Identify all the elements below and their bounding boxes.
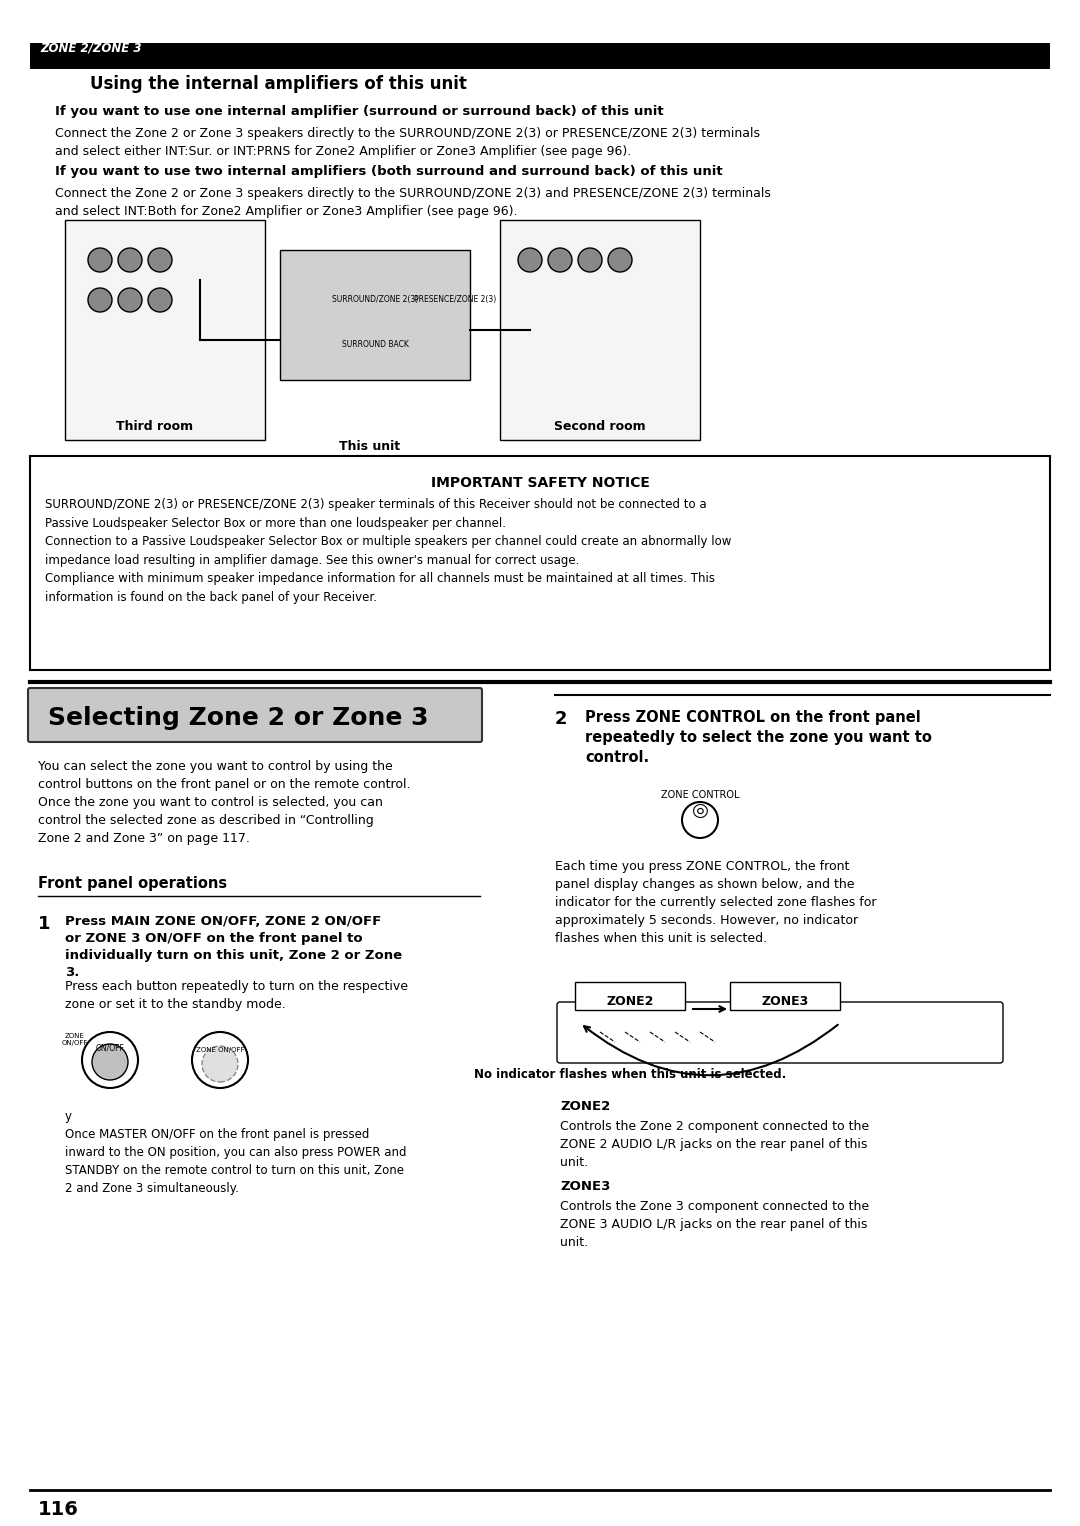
Bar — [575, 983, 685, 1010]
Text: Press each button repeatedly to turn on the respective
zone or set it to the sta: Press each button repeatedly to turn on … — [65, 980, 408, 1012]
Circle shape — [518, 249, 542, 272]
Text: Press MAIN ZONE ON/OFF, ZONE 2 ON/OFF
or ZONE 3 ON/OFF on the front panel to
ind: Press MAIN ZONE ON/OFF, ZONE 2 ON/OFF or… — [65, 916, 402, 980]
Text: ◎: ◎ — [691, 801, 708, 819]
Text: PRESENCE/ZONE 2(3): PRESENCE/ZONE 2(3) — [414, 295, 496, 304]
Text: Controls the Zone 2 component connected to the
ZONE 2 AUDIO L/R jacks on the rea: Controls the Zone 2 component connected … — [561, 1120, 869, 1169]
Text: SURROUND/ZONE 2(3): SURROUND/ZONE 2(3) — [332, 295, 418, 304]
Text: 1: 1 — [38, 916, 51, 932]
Text: Third room: Third room — [117, 420, 193, 433]
Circle shape — [608, 249, 632, 272]
Circle shape — [118, 249, 141, 272]
Text: ZONE ON/OFF: ZONE ON/OFF — [195, 1047, 244, 1053]
Text: If you want to use one internal amplifier (surround or surround back) of this un: If you want to use one internal amplifie… — [55, 105, 663, 118]
Text: Connect the Zone 2 or Zone 3 speakers directly to the SURROUND/ZONE 2(3) or PRES: Connect the Zone 2 or Zone 3 speakers di… — [55, 127, 760, 159]
Bar — [30, 43, 1050, 69]
Text: Selecting Zone 2 or Zone 3: Selecting Zone 2 or Zone 3 — [48, 707, 429, 729]
Text: Second room: Second room — [554, 420, 646, 433]
Circle shape — [192, 1032, 248, 1088]
Circle shape — [548, 249, 572, 272]
Text: 2: 2 — [555, 710, 567, 728]
Text: ON/OFF: ON/OFF — [95, 1044, 124, 1053]
Bar — [280, 250, 470, 380]
Text: Press ZONE CONTROL on the front panel
repeatedly to select the zone you want to
: Press ZONE CONTROL on the front panel re… — [585, 710, 932, 765]
Text: Front panel operations: Front panel operations — [38, 876, 227, 891]
Bar — [30, 456, 1050, 670]
FancyBboxPatch shape — [557, 1003, 1003, 1064]
Text: SURROUND BACK: SURROUND BACK — [341, 340, 408, 349]
Text: ZONE3: ZONE3 — [561, 1180, 610, 1193]
Bar — [730, 983, 840, 1010]
Text: y
Once MASTER ON/OFF on the front panel is pressed
inward to the ON position, yo: y Once MASTER ON/OFF on the front panel … — [65, 1109, 406, 1195]
FancyBboxPatch shape — [28, 688, 482, 742]
Text: 116: 116 — [38, 1500, 79, 1518]
Text: Connect the Zone 2 or Zone 3 speakers directly to the SURROUND/ZONE 2(3) and PRE: Connect the Zone 2 or Zone 3 speakers di… — [55, 188, 771, 218]
Text: IMPORTANT SAFETY NOTICE: IMPORTANT SAFETY NOTICE — [431, 476, 649, 490]
Text: Using the internal amplifiers of this unit: Using the internal amplifiers of this un… — [90, 75, 467, 93]
Text: ZONE2: ZONE2 — [561, 1100, 610, 1112]
Text: If you want to use two internal amplifiers (both surround and surround back) of : If you want to use two internal amplifie… — [55, 165, 723, 179]
Circle shape — [148, 288, 172, 311]
Text: SURROUND/ZONE 2(3) or PRESENCE/ZONE 2(3) speaker terminals of this Receiver shou: SURROUND/ZONE 2(3) or PRESENCE/ZONE 2(3)… — [45, 497, 731, 603]
Circle shape — [92, 1044, 129, 1080]
Text: This unit: This unit — [339, 439, 401, 453]
Text: You can select the zone you want to control by using the
control buttons on the : You can select the zone you want to cont… — [38, 760, 410, 845]
Bar — [500, 220, 700, 439]
Text: ZONE
ON/OFF: ZONE ON/OFF — [62, 1033, 89, 1047]
Text: ZONE 2/ZONE 3: ZONE 2/ZONE 3 — [40, 41, 141, 55]
Circle shape — [681, 803, 718, 838]
Circle shape — [148, 249, 172, 272]
Circle shape — [578, 249, 602, 272]
Circle shape — [87, 288, 112, 311]
Circle shape — [87, 249, 112, 272]
Circle shape — [202, 1045, 238, 1082]
Text: ZONE3: ZONE3 — [761, 995, 809, 1009]
Circle shape — [118, 288, 141, 311]
Text: No indicator flashes when this unit is selected.: No indicator flashes when this unit is s… — [474, 1068, 786, 1080]
Bar — [65, 220, 265, 439]
Text: ZONE CONTROL: ZONE CONTROL — [661, 790, 739, 800]
Text: ZONE2: ZONE2 — [606, 995, 653, 1009]
Circle shape — [82, 1032, 138, 1088]
Text: Controls the Zone 3 component connected to the
ZONE 3 AUDIO L/R jacks on the rea: Controls the Zone 3 component connected … — [561, 1199, 869, 1248]
Text: Each time you press ZONE CONTROL, the front
panel display changes as shown below: Each time you press ZONE CONTROL, the fr… — [555, 861, 877, 945]
